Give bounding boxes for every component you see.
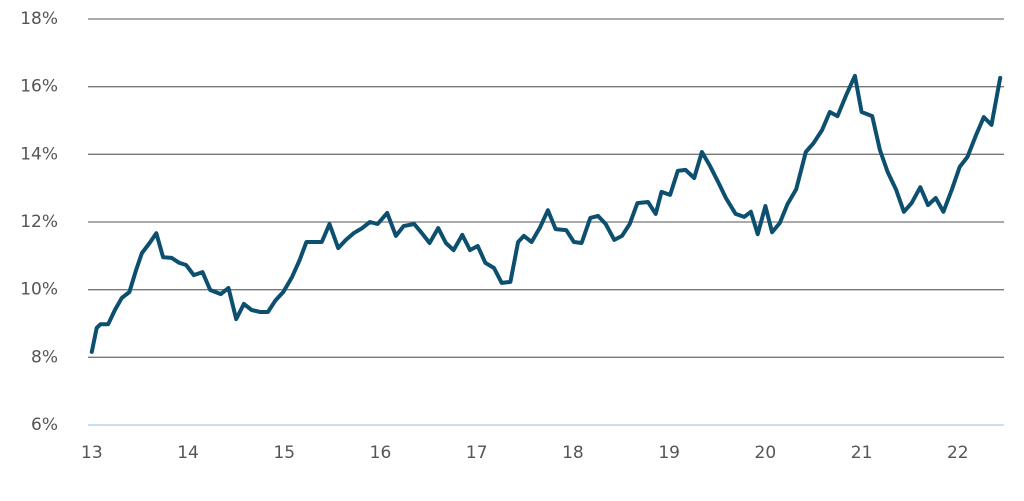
x-tick-label: 17 <box>466 443 488 463</box>
y-tick-label: 18% <box>20 9 58 29</box>
y-tick-label: 8% <box>31 347 58 367</box>
y-tick-label: 12% <box>20 212 58 232</box>
y-tick-label: 6% <box>31 415 58 435</box>
x-tick-label: 14 <box>177 443 199 463</box>
y-tick-label: 10% <box>20 280 58 300</box>
x-tick-label: 13 <box>81 443 103 463</box>
x-tick-label: 18 <box>562 443 584 463</box>
x-tick-label: 22 <box>947 443 969 463</box>
x-tick-label: 21 <box>851 443 873 463</box>
x-tick-label: 16 <box>370 443 392 463</box>
x-tick-label: 19 <box>658 443 680 463</box>
data-line <box>89 73 1003 354</box>
x-tick-label: 15 <box>273 443 295 463</box>
x-tick-label: 20 <box>755 443 777 463</box>
y-tick-label: 14% <box>20 144 58 164</box>
y-tick-label: 16% <box>20 77 58 97</box>
